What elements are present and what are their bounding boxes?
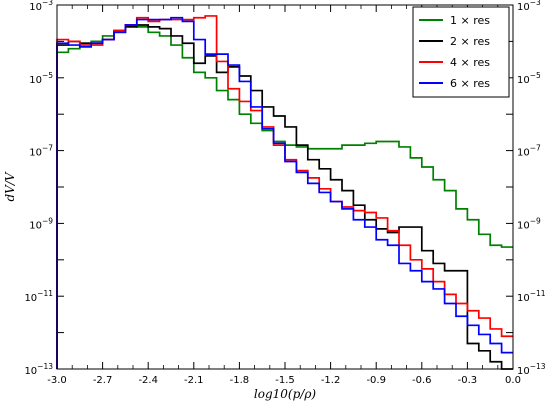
y-tick-labels: 10−3 10−3 10−5 10−5 10−7 10−7 10−9 10−9 10−11 10−…	[24, 0, 545, 377]
x-tick-label: -0.6	[412, 375, 432, 386]
x-tick-label: -0.9	[366, 375, 386, 386]
y-axis-label: dV/V	[3, 171, 17, 201]
x-tick-label: -1.8	[230, 375, 250, 386]
x-tick-label: -0.3	[458, 375, 478, 386]
legend-label: 2 × res	[450, 35, 490, 48]
x-tick-label: -2.7	[93, 375, 113, 386]
series-line-2-res	[56, 24, 513, 370]
x-tick-label: 0.0	[505, 375, 521, 386]
y-tick-label: 10−5	[29, 71, 53, 86]
y-tick-label: 10−3	[29, 0, 53, 13]
legend-label: 1 × res	[450, 14, 490, 27]
y-tick-label: 10−13	[24, 362, 53, 377]
series-group	[56, 15, 513, 370]
y-tick-label: 10−7	[517, 144, 541, 159]
y-tick-label: 10−11	[517, 289, 546, 304]
x-tick-label: -1.2	[321, 375, 341, 386]
y-tick-label: 10−3	[517, 0, 541, 13]
x-axis-label: log10(p/ρ)	[254, 387, 316, 401]
legend-label: 4 × res	[450, 56, 490, 69]
x-tick-labels: -3.0 -2.7 -2.4 -2.1 -1.8 -1.5 -1.2 -0.9 -0.6 -0.3…	[47, 375, 521, 386]
x-tick-label: -3.0	[47, 375, 67, 386]
x-tick-label: -2.1	[184, 375, 204, 386]
y-tick-label: 10−7	[29, 144, 53, 159]
y-tick-label: 10−11	[24, 289, 53, 304]
y-tick-label: 10−13	[517, 362, 546, 377]
x-tick-label: -1.5	[275, 375, 295, 386]
series-line-6-res	[56, 16, 513, 369]
y-tick-label: 10−9	[517, 216, 541, 231]
legend-label: 6 × res	[450, 77, 490, 90]
x-tick-label: -2.4	[138, 375, 158, 386]
legend: 1 × res 2 × res 4 × res 6 × res	[412, 6, 510, 98]
plot-frame	[56, 4, 514, 370]
y-tick-label: 10−5	[517, 71, 541, 86]
y-tick-label: 10−9	[29, 216, 53, 231]
